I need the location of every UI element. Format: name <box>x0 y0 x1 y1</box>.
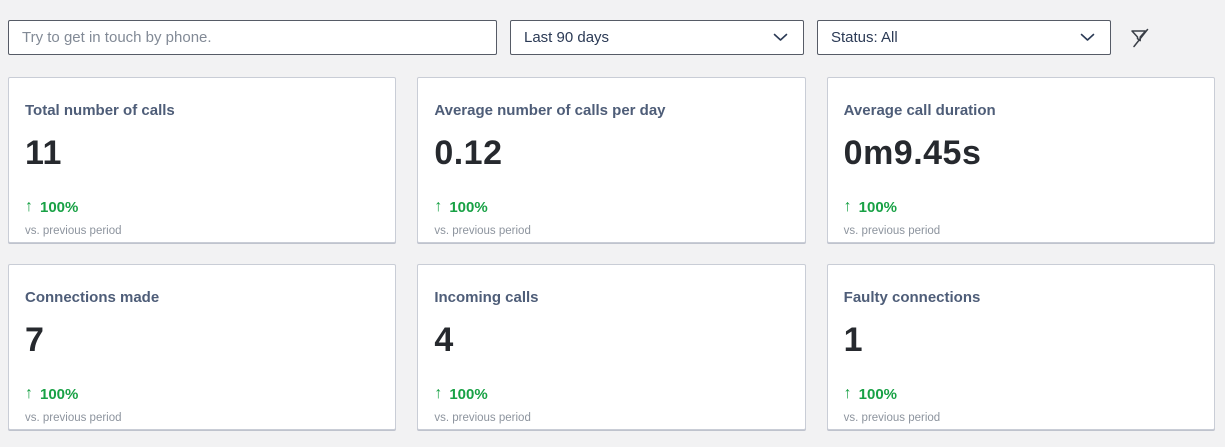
clear-filters-button[interactable] <box>1125 23 1155 53</box>
stat-card-value: 11 <box>25 134 62 172</box>
search-input[interactable] <box>8 20 497 55</box>
stat-card-change-value: 100% <box>40 198 79 216</box>
stat-card-title: Faulty connections <box>843 289 981 306</box>
filters-toolbar: Last 90 days Status: All <box>0 0 1225 55</box>
stat-card-change: ↑ 100% <box>844 385 1198 403</box>
stat-card-comparison: vs. previous period <box>25 412 122 424</box>
stat-card-avg-call-duration: Average call duration 0m9.45s ↑ 100% vs.… <box>826 77 1215 243</box>
filter-off-icon <box>1128 26 1152 50</box>
stat-card-value: 4 <box>434 321 454 359</box>
date-range-select[interactable]: Last 90 days <box>510 20 804 55</box>
stat-card-change: ↑ 100% <box>25 385 379 403</box>
stat-card-avg-calls-per-day: Average number of calls per day 0.12 ↑ 1… <box>417 77 806 243</box>
stat-card-title: Incoming calls <box>434 289 539 306</box>
stat-card-value: 0m9.45s <box>843 134 982 172</box>
stat-card-title: Average number of calls per day <box>434 102 666 119</box>
chevron-down-icon <box>773 33 788 42</box>
stat-card-faulty-connections: Faulty connections 1 ↑ 100% vs. previous… <box>826 264 1215 430</box>
stat-card-total-calls: Total number of calls 11 ↑ 100% vs. prev… <box>8 77 397 243</box>
up-arrow-icon: ↑ <box>25 198 33 215</box>
stat-card-connections-made: Connections made 7 ↑ 100% vs. previous p… <box>8 264 397 430</box>
stat-card-change: ↑ 100% <box>434 385 788 403</box>
date-range-value: Last 90 days <box>524 29 610 46</box>
status-select[interactable]: Status: All <box>817 20 1111 55</box>
stat-card-change-value: 100% <box>449 198 488 216</box>
up-arrow-icon: ↑ <box>843 385 852 402</box>
stat-card-title: Connections made <box>25 289 160 306</box>
stat-card-value: 1 <box>843 321 864 359</box>
stat-card-change-value: 100% <box>449 385 488 403</box>
stat-card-value: 7 <box>25 321 45 359</box>
stat-card-change-value: 100% <box>40 385 79 403</box>
status-value: Status: All <box>831 29 898 46</box>
stat-card-comparison: vs. previous period <box>434 412 531 424</box>
stat-card-change: ↑ 100% <box>844 198 1198 216</box>
stat-card-incoming-calls: Incoming calls 4 ↑ 100% vs. previous per… <box>417 264 806 430</box>
stat-card-comparison: vs. previous period <box>434 225 531 237</box>
stat-card-change-value: 100% <box>858 198 898 216</box>
call-stats-dashboard: Last 90 days Status: All Total number of… <box>0 0 1225 430</box>
stat-card-change: ↑ 100% <box>434 198 788 216</box>
stat-card-comparison: vs. previous period <box>843 225 941 237</box>
up-arrow-icon: ↑ <box>434 198 443 215</box>
up-arrow-icon: ↑ <box>25 385 33 402</box>
chevron-down-icon <box>1080 33 1095 42</box>
stat-card-change: ↑ 100% <box>25 198 379 216</box>
stat-card-title: Total number of calls <box>25 102 175 119</box>
stat-card-comparison: vs. previous period <box>25 225 122 237</box>
up-arrow-icon: ↑ <box>434 385 443 402</box>
stat-card-value: 0.12 <box>434 134 503 172</box>
stat-card-comparison: vs. previous period <box>843 412 941 424</box>
stats-grid: Total number of calls 11 ↑ 100% vs. prev… <box>8 77 1215 430</box>
stat-card-title: Average call duration <box>843 102 996 119</box>
stat-card-change-value: 100% <box>858 385 898 403</box>
up-arrow-icon: ↑ <box>843 198 852 215</box>
